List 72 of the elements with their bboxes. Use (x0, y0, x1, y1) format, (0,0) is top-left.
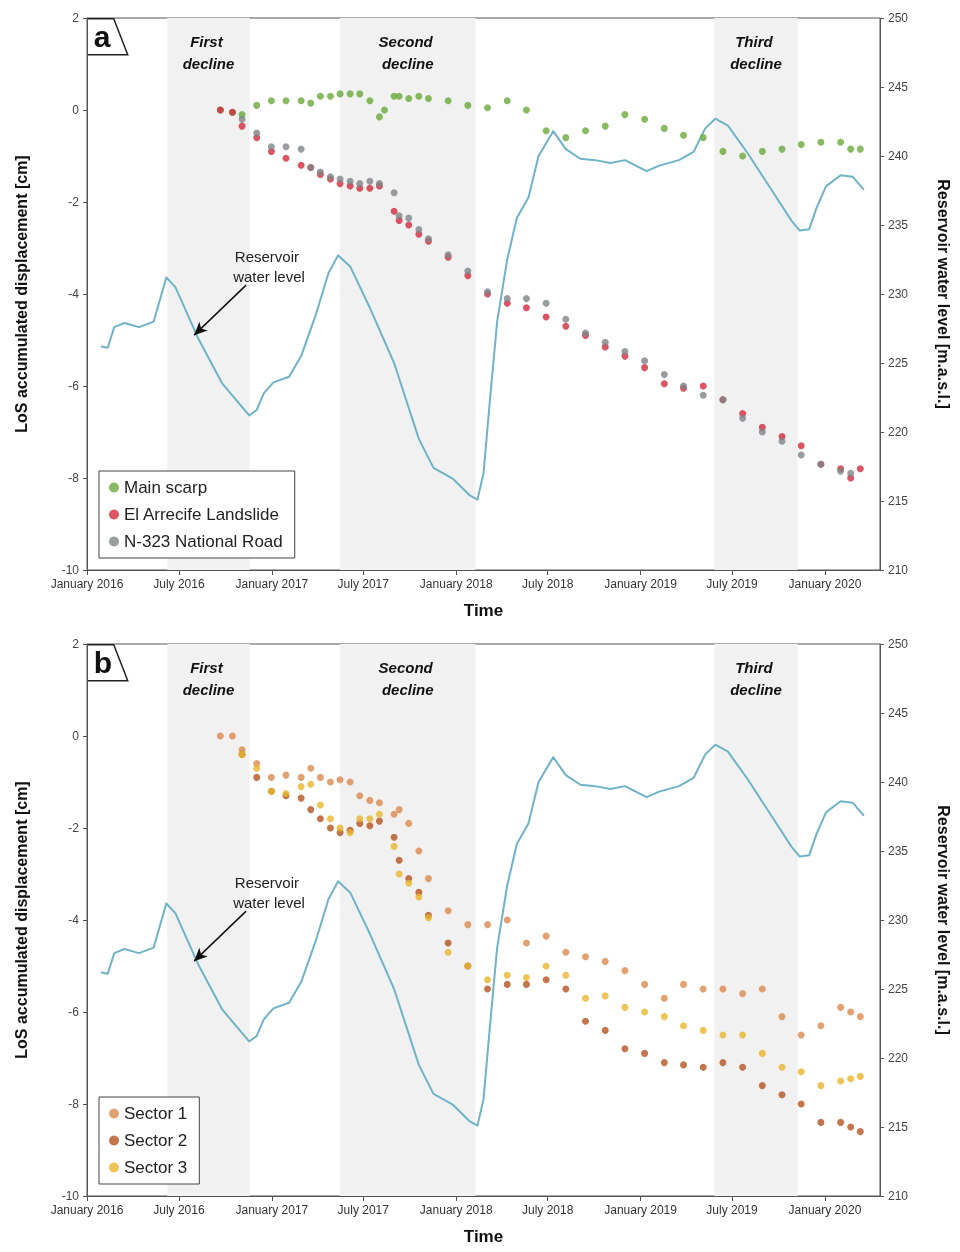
y-tick-label: 0 (72, 729, 80, 743)
x-tick-label: January 2020 (788, 1203, 862, 1217)
y2-tick-label: 220 (888, 425, 909, 439)
y2-tick-label: 225 (888, 356, 909, 370)
annotation: a (93, 20, 111, 54)
legend-label: El Arrecife Landslide (124, 505, 279, 524)
x-tick-label: July 2018 (521, 577, 574, 591)
y2-tick-label: 240 (888, 775, 909, 789)
x-tick-label: January 2019 (604, 577, 678, 591)
band-label: Second decline (378, 32, 437, 72)
annotation: b (93, 646, 113, 680)
x-tick-label: July 2017 (337, 1203, 390, 1217)
y-tick-label: -6 (68, 379, 80, 393)
y-tick-label: -10 (61, 1189, 80, 1203)
y-axis-title: LoS accumulated displacement [cm] (12, 155, 30, 433)
y-tick-label: 2 (72, 11, 80, 25)
y2-tick-label: 245 (888, 80, 909, 94)
y2-tick-label: 225 (888, 982, 909, 996)
y2-tick-label: 245 (888, 706, 909, 720)
y2-tick-label: 230 (888, 287, 909, 301)
y-tick-label: -10 (61, 563, 80, 577)
legend-label: Main scarp (124, 478, 208, 497)
y-tick-label: -6 (68, 1005, 80, 1019)
y2-tick-label: 215 (888, 1120, 909, 1134)
legend-label: Sector 1 (124, 1104, 188, 1123)
y-tick-label: -8 (68, 471, 80, 485)
y2-tick-label: 230 (888, 913, 909, 927)
band-label: First decline (182, 32, 235, 72)
band-label: Second decline (378, 658, 437, 698)
x-tick-label: July 2016 (153, 577, 205, 591)
x-tick-label: January 2018 (419, 1203, 493, 1217)
y-axis-title: LoS accumulated displacement [cm] (12, 781, 30, 1059)
x-tick-label: January 2017 (235, 1203, 309, 1217)
y-tick-label: -2 (68, 821, 80, 835)
y-tick-label: 2 (72, 637, 80, 651)
x-tick-label: January 2017 (235, 577, 309, 591)
band-label: First decline (182, 658, 235, 698)
y2-tick-label: 215 (888, 494, 909, 508)
x-tick-label: July 2019 (706, 577, 759, 591)
x-tick-label: January 2020 (788, 577, 862, 591)
y2-axis-title: Reservoir water level [m.a.s.l.] (934, 805, 952, 1035)
y2-tick-label: 210 (888, 563, 909, 577)
x-tick-label: January 2016 (50, 577, 124, 591)
x-axis-title: Time (463, 1227, 504, 1246)
y2-tick-label: 220 (888, 1051, 909, 1065)
y-tick-label: 0 (72, 103, 80, 117)
x-tick-label: July 2016 (153, 1203, 205, 1217)
y-tick-label: -2 (68, 195, 80, 209)
y2-tick-label: 235 (888, 218, 909, 232)
y2-tick-label: 240 (888, 149, 909, 163)
x-tick-label: January 2018 (419, 577, 493, 591)
band-label: Third decline (730, 32, 782, 72)
x-tick-label: January 2016 (50, 1203, 124, 1217)
y2-axis-title: Reservoir water level [m.a.s.l.] (934, 179, 952, 409)
legend-label: Sector 2 (124, 1131, 188, 1150)
y2-tick-label: 250 (888, 11, 909, 25)
annotation: Reservoir water level (232, 247, 305, 285)
legend-label: N-323 National Road (124, 532, 283, 551)
y-tick-label: -4 (68, 287, 80, 301)
annotation: Reservoir water level (232, 873, 305, 911)
y2-tick-label: 235 (888, 844, 909, 858)
legend-label: Sector 3 (124, 1158, 188, 1177)
x-axis-title: Time (463, 601, 504, 620)
y-tick-label: -8 (68, 1097, 80, 1111)
x-tick-label: July 2017 (337, 577, 390, 591)
band-label: Third decline (730, 658, 782, 698)
y2-tick-label: 210 (888, 1189, 909, 1203)
x-tick-label: July 2019 (706, 1203, 759, 1217)
x-tick-label: January 2019 (604, 1203, 678, 1217)
y-tick-label: -4 (68, 913, 80, 927)
x-tick-label: July 2018 (521, 1203, 574, 1217)
y2-tick-label: 250 (888, 637, 909, 651)
